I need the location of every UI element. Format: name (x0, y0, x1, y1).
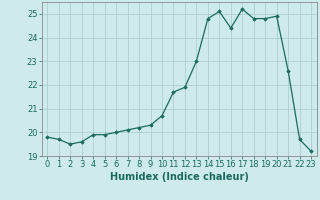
X-axis label: Humidex (Indice chaleur): Humidex (Indice chaleur) (110, 172, 249, 182)
